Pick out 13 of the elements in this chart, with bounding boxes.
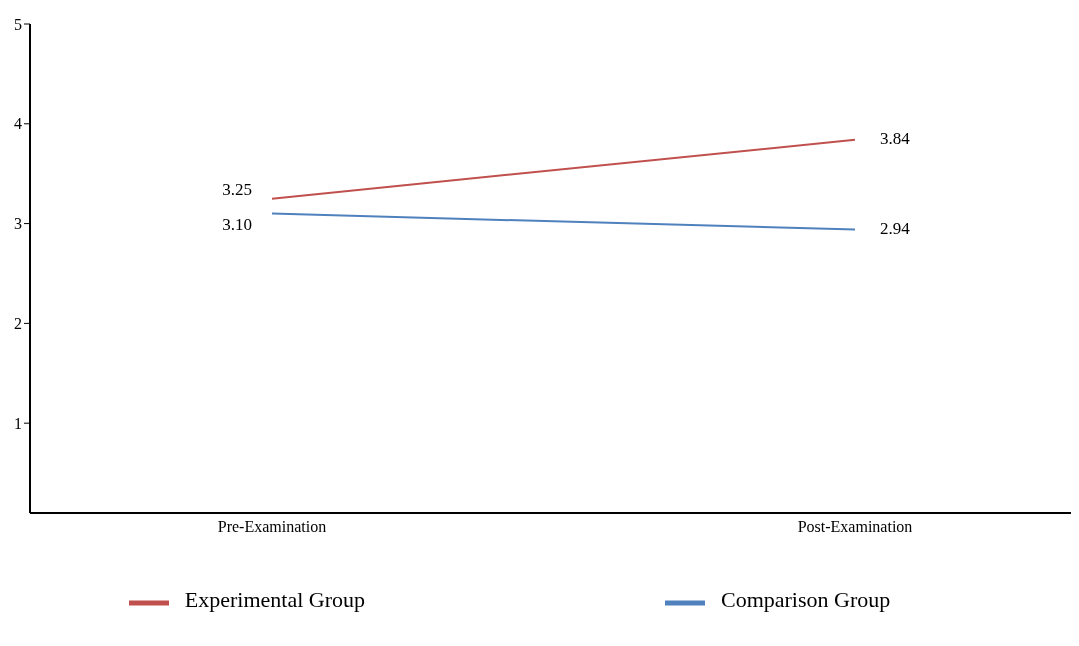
legend-label: Experimental Group — [184, 586, 365, 612]
legend-label: Comparison Group — [720, 586, 891, 612]
y-tick-label: 1 — [14, 414, 22, 432]
x-tick-label: Post-Examination — [797, 518, 913, 536]
data-label: 3.25 — [222, 179, 252, 199]
data-label: 3.10 — [222, 214, 252, 234]
y-tick-label: 2 — [14, 315, 22, 333]
data-label: 3.84 — [880, 128, 911, 148]
y-tick-label: 4 — [14, 115, 22, 133]
x-tick-label: Pre-Examination — [217, 518, 327, 536]
y-tick-label: 5 — [14, 15, 22, 33]
data-label: 2.94 — [880, 218, 911, 238]
y-tick-label: 3 — [14, 215, 22, 233]
